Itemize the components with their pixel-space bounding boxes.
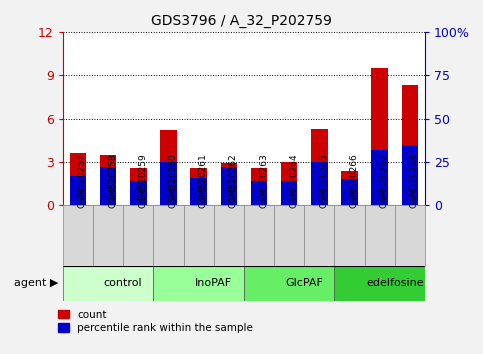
FancyBboxPatch shape (365, 205, 395, 266)
Bar (311, 129, 327, 205)
Bar (190, 168, 207, 205)
Bar (70, 153, 86, 205)
Text: GSM520265: GSM520265 (319, 154, 328, 208)
Bar (160, 162, 177, 205)
FancyBboxPatch shape (63, 266, 154, 301)
FancyBboxPatch shape (123, 205, 154, 266)
Bar (251, 181, 267, 205)
FancyBboxPatch shape (334, 266, 425, 301)
FancyBboxPatch shape (154, 266, 244, 301)
Text: edelfosine: edelfosine (366, 278, 424, 288)
Bar (371, 68, 388, 205)
FancyBboxPatch shape (244, 266, 334, 301)
Bar (100, 155, 116, 205)
Text: agent ▶: agent ▶ (14, 278, 58, 288)
Text: GSM520261: GSM520261 (199, 154, 208, 208)
Bar (341, 171, 358, 205)
Text: GSM520267: GSM520267 (380, 154, 389, 208)
Text: GDS3796 / A_32_P202759: GDS3796 / A_32_P202759 (151, 14, 332, 28)
Bar (402, 85, 418, 205)
Bar (221, 167, 237, 205)
FancyBboxPatch shape (244, 205, 274, 266)
FancyBboxPatch shape (63, 205, 93, 266)
Bar (160, 130, 177, 205)
Text: GSM520262: GSM520262 (229, 154, 238, 208)
Text: GlcPAF: GlcPAF (285, 278, 323, 288)
FancyBboxPatch shape (334, 205, 365, 266)
Bar (130, 181, 146, 205)
FancyBboxPatch shape (213, 205, 244, 266)
FancyBboxPatch shape (93, 205, 123, 266)
Bar (311, 162, 327, 205)
Text: GSM520263: GSM520263 (259, 154, 268, 208)
FancyBboxPatch shape (304, 205, 334, 266)
Text: GSM520257: GSM520257 (78, 154, 87, 208)
Bar (100, 167, 116, 205)
Text: InoPAF: InoPAF (195, 278, 232, 288)
Text: GSM520264: GSM520264 (289, 154, 298, 208)
Text: GSM520266: GSM520266 (350, 154, 358, 208)
Text: GSM520259: GSM520259 (138, 154, 147, 208)
Text: GSM520260: GSM520260 (169, 154, 177, 208)
Bar (190, 178, 207, 205)
Bar (371, 150, 388, 205)
Bar (130, 168, 146, 205)
Bar (341, 179, 358, 205)
FancyBboxPatch shape (274, 205, 304, 266)
Text: control: control (104, 278, 142, 288)
Bar (70, 176, 86, 205)
Legend: count, percentile rank within the sample: count, percentile rank within the sample (58, 310, 253, 333)
Text: GSM520258: GSM520258 (108, 154, 117, 208)
FancyBboxPatch shape (154, 205, 184, 266)
FancyBboxPatch shape (184, 205, 213, 266)
Bar (402, 144, 418, 205)
Text: GSM520268: GSM520268 (410, 154, 419, 208)
FancyBboxPatch shape (395, 205, 425, 266)
Bar (251, 168, 267, 205)
Bar (281, 162, 298, 205)
Bar (281, 181, 298, 205)
Bar (221, 164, 237, 205)
